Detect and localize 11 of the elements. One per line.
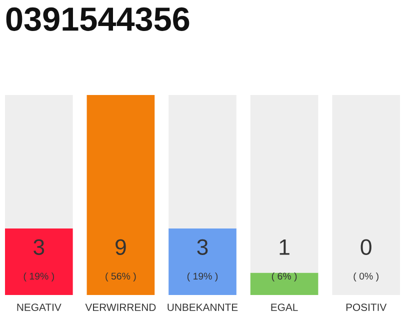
data-label: 1 ( 6% ) bbox=[272, 239, 297, 282]
data-label: 3 ( 19% ) bbox=[24, 239, 54, 282]
x-tick-label: EGAL bbox=[271, 304, 298, 311]
data-label: 9 ( 56% ) bbox=[106, 239, 136, 282]
x-tick-label: NEGATIV bbox=[17, 304, 62, 311]
chart-title: 0391544356 bbox=[6, 7, 190, 31]
annotation: 0 ( 0% ) bbox=[354, 239, 378, 282]
x-tick-label: UNBEKANNTE bbox=[168, 304, 238, 311]
x-tick-label: POSITIV bbox=[346, 304, 387, 311]
data-label: 3 ( 19% ) bbox=[187, 239, 218, 282]
x-tick-label: VERWIRREND bbox=[85, 304, 156, 311]
